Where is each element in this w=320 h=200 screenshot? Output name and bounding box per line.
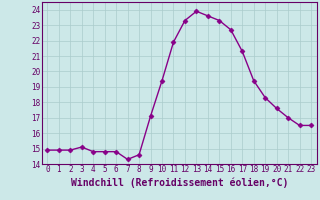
X-axis label: Windchill (Refroidissement éolien,°C): Windchill (Refroidissement éolien,°C) [70,177,288,188]
